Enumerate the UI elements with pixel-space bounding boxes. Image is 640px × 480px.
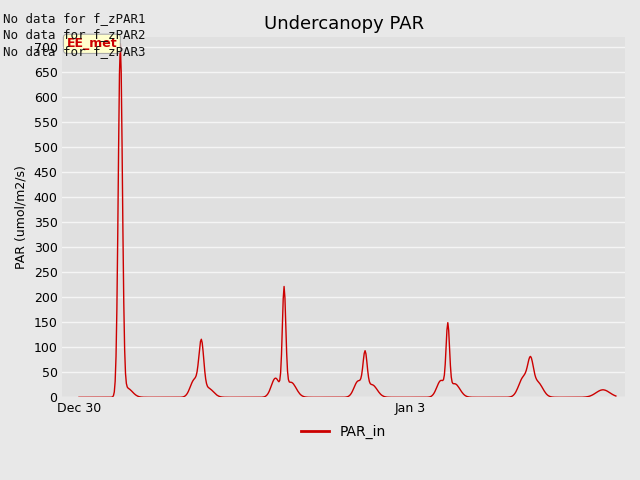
Text: No data for f_zPAR3: No data for f_zPAR3: [3, 45, 146, 58]
Text: No data for f_zPAR2: No data for f_zPAR2: [3, 28, 146, 41]
Text: EE_met: EE_met: [67, 37, 117, 50]
Text: No data for f_zPAR1: No data for f_zPAR1: [3, 12, 146, 24]
Y-axis label: PAR (umol/m2/s): PAR (umol/m2/s): [15, 166, 28, 269]
Title: Undercanopy PAR: Undercanopy PAR: [264, 15, 424, 33]
Legend: PAR_in: PAR_in: [296, 419, 392, 444]
